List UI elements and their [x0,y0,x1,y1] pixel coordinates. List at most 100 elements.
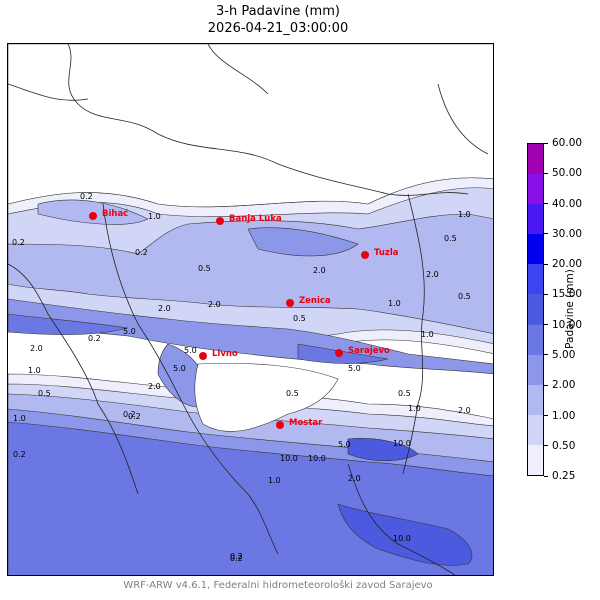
contour-label: 2.0 [148,382,161,391]
city-name: Zenica [299,296,331,306]
contour-label: 10.0 [308,454,326,463]
colorbar-segment [528,324,543,355]
contour-label: 1.0 [148,212,161,221]
city-name: Mostar [289,418,323,428]
precipitation-map: 0.2 1.0 0.2 2.0 1.0 0.5 0.2 0.5 2.0 0.5 … [7,43,494,576]
contour-label: 10.0 [280,454,298,463]
contour-label: 0.5 [286,389,299,398]
contour-label: 1.0 [13,414,26,423]
contour-label: 2.0 [458,406,471,415]
country-borders [8,44,489,575]
city-name: Banja Luka [229,214,282,224]
colorbar-segment [528,143,543,175]
colorbar-tick: 15.00 [544,288,582,300]
colorbar-tick-label: 30.00 [552,227,583,240]
contour-label: 2.0 [208,300,221,309]
contour-label: 5.0 [338,440,351,449]
colorbar-tick-label: 0.50 [552,439,576,452]
colorbar-segment [528,294,543,325]
contour-label: 1.0 [458,210,471,219]
dry-areas [8,44,493,432]
city-name: Tuzla [374,248,399,258]
contour-label: 5.0 [348,364,361,373]
colorbar-tick: 20.00 [544,258,582,270]
contour-label: 1.0 [408,404,421,413]
city-name: Livno [212,349,238,359]
precipitation-map-svg [8,44,493,575]
city-marker [199,352,207,360]
map-title-variable: 3-h Padavine (mm) [216,4,340,19]
map-title: 3-h Padavine (mm) 2026-04-21_03:00:00 [0,3,556,37]
contour-label: 0.2 [88,334,101,343]
contour-label: 2.0 [426,270,439,279]
contour-label: 0.2 [123,410,136,419]
contour-label: 2.0 [313,266,326,275]
colorbar-tick: 50.00 [544,167,582,179]
colorbar [527,143,544,476]
colorbar-ticks: 0.25 0.50 1.00 2.00 5.00 10.00 15.00 20.… [544,137,584,482]
city-marker [335,349,343,357]
contour-label: 10.0 [393,439,411,448]
colorbar-segment [528,264,543,295]
contour-label: 0.5 [293,314,306,323]
footer-credit: WRF-ARW v4.6.1, Federalni hidrometeorolo… [123,580,433,591]
colorbar-tick: 10.00 [544,319,582,331]
colorbar-tick: 60.00 [544,137,582,149]
contour-label: 1.0 [388,299,401,308]
contour-label: 0.5 [458,292,471,301]
colorbar-tick: 0.50 [544,440,575,452]
colorbar-tick: 1.00 [544,410,575,422]
city-marker [286,299,294,307]
colorbar-tick: 2.00 [544,379,575,391]
contour-label: 0.5 [198,264,211,273]
contour-label: 0.2 [230,552,243,561]
contour-label: 0.2 [128,412,141,421]
contour-label: 1.0 [28,366,41,375]
colorbar-tick-label: 60.00 [552,137,583,149]
contour-label: 1.0 [268,476,281,485]
colorbar-tick-label: 20.00 [552,258,583,271]
city-marker [216,217,224,225]
colorbar-tick: 5.00 [544,349,575,361]
contour-label: 0.5 [398,389,411,398]
contour-label: 10.0 [393,534,411,543]
contour-label: 0.5 [38,389,51,398]
colorbar-segment [528,174,543,205]
colorbar-tick-label: 15.00 [552,288,583,301]
colorbar-tick: 0.25 [544,470,575,482]
city-name: Sarajevo [348,346,390,356]
contour-label: 5.0 [173,364,186,373]
colorbar-tick-label: 10.00 [552,318,583,331]
colorbar-tick-label: 0.25 [552,470,576,482]
colorbar-tick-label: 2.00 [552,379,576,392]
contour-label: 0.2 [80,192,93,201]
precip-band-10 [337,438,473,566]
colorbar-tick-label: 5.00 [552,348,576,361]
colorbar-tick: 30.00 [544,228,582,240]
city-marker [361,251,369,259]
contour-label: 0.2 [13,450,26,459]
contour-label: 5.0 [123,327,136,336]
colorbar-segment [528,414,543,445]
colorbar-tick: 40.00 [544,198,582,210]
contour-label: 2.0 [348,474,361,483]
contour-label: 0.2 [230,554,243,563]
map-title-time: 2026-04-21_03:00:00 [207,21,349,36]
contour-label: 5.0 [184,346,197,355]
colorbar-segment [528,444,543,475]
colorbar-label: Padavine (mm) [564,269,576,349]
city-marker [89,212,97,220]
contour-label: 0.2 [135,248,148,257]
colorbar-segment [528,354,543,385]
colorbar-tick-label: 40.00 [552,197,583,210]
colorbar-tick-label: 50.00 [552,167,583,180]
contour-label: 1.0 [421,330,434,339]
colorbar-tick-label: 1.00 [552,409,576,422]
contour-label: 0.5 [444,234,457,243]
contour-label: 2.0 [30,344,43,353]
colorbar-segment [528,204,543,235]
city-marker [276,421,284,429]
contour-label: 2.0 [158,304,171,313]
colorbar-segment [528,384,543,415]
city-name: Bihać [102,209,129,219]
